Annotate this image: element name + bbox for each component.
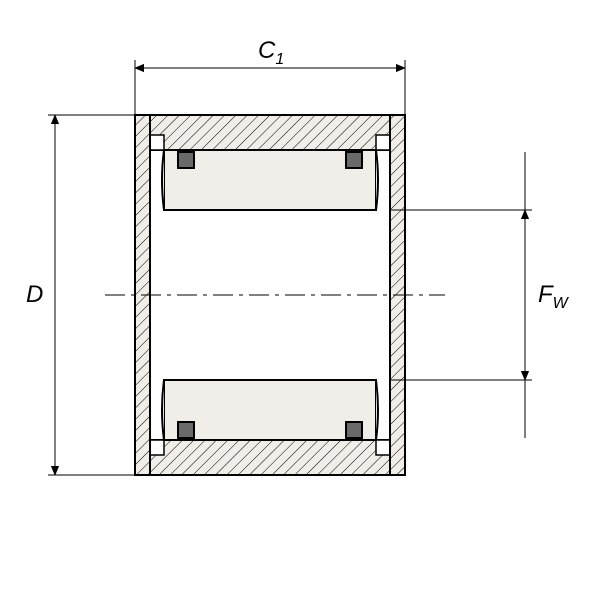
dimension-c1: C1 xyxy=(135,37,405,115)
label-d: D xyxy=(26,281,43,308)
outer-ring-top xyxy=(135,115,405,150)
roller-bottom xyxy=(162,380,378,440)
dimension-fw: FW xyxy=(390,152,570,438)
label-fw-main: F xyxy=(538,281,554,308)
roller-top xyxy=(162,150,378,210)
label-c1-main: C xyxy=(258,37,276,64)
label-fw-sub: W xyxy=(553,295,570,312)
bearing-cross-section-diagram: C1 D FW xyxy=(0,0,600,600)
label-c1-sub: 1 xyxy=(275,51,284,68)
outer-ring-bottom xyxy=(135,440,405,475)
svg-text:C1: C1 xyxy=(258,37,284,68)
svg-text:FW: FW xyxy=(538,281,570,312)
